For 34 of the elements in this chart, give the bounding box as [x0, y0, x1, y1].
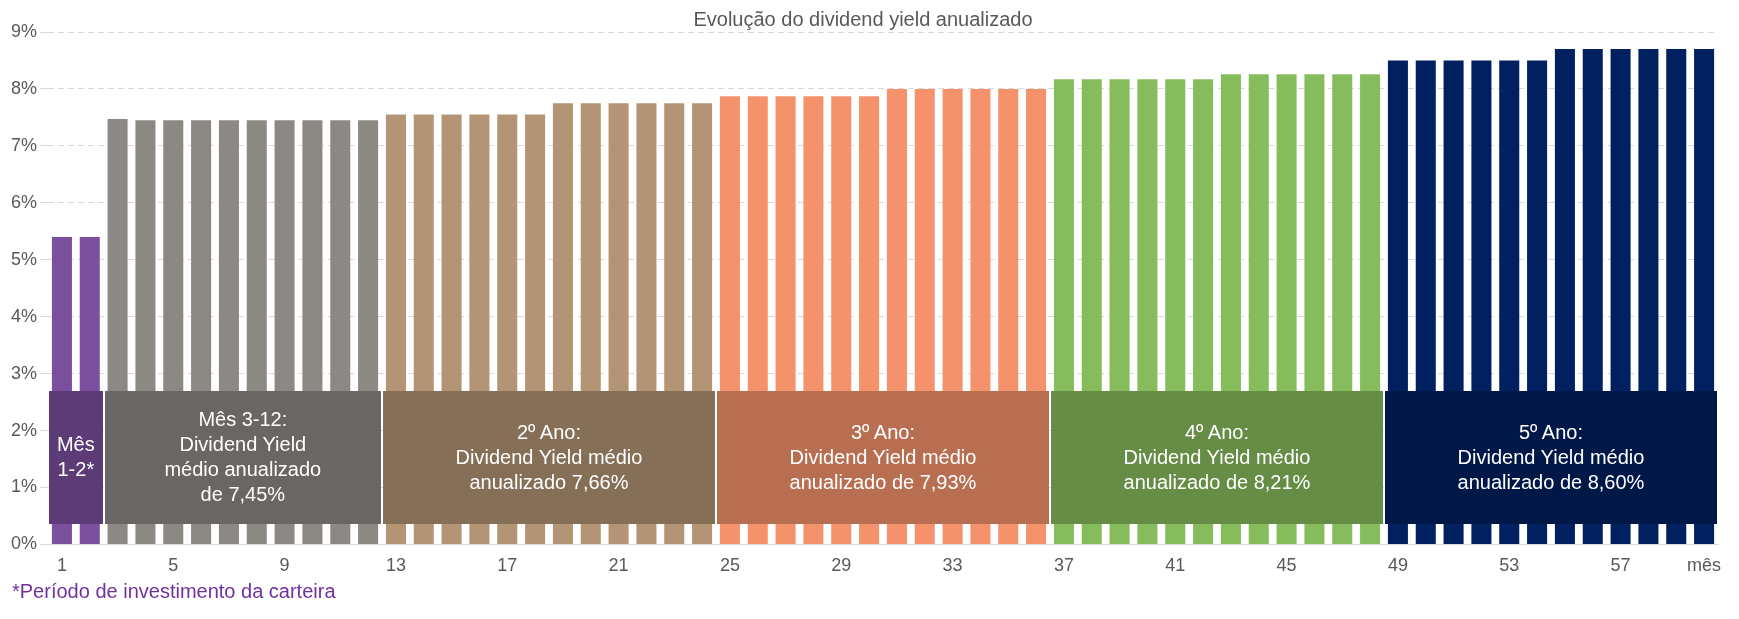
x-tick-label: 21 — [608, 555, 629, 576]
y-tick-label: 1% — [11, 476, 38, 497]
x-tick-label: 25 — [719, 555, 740, 576]
x-tick-label: 53 — [1499, 555, 1520, 576]
caption-box: 5º Ano: Dividend Yield médio anualizado de 8,60% — [1384, 390, 1718, 524]
chart-title: Evolução do dividend yield anualizado — [693, 7, 1033, 30]
caption-box: 4º Ano: Dividend Yield médio anualizado de 8,21% — [1050, 390, 1384, 524]
caption-box: Mês 1-2* — [48, 390, 103, 524]
x-tick-label: 29 — [831, 555, 852, 576]
y-tick-label: 0% — [11, 533, 38, 554]
caption-box: 3º Ano: Dividend Yield médio anualizado de 7,93% — [716, 390, 1050, 524]
x-tick-label: 1 — [56, 555, 67, 576]
y-tick-label: 4% — [11, 305, 38, 326]
y-tick-label: 6% — [11, 191, 38, 212]
y-tick-label: 9% — [11, 20, 38, 41]
caption-box: Mês 3-12: Dividend Yield médio anualizado de 7,45% — [104, 390, 382, 524]
x-tick-label: 57 — [1610, 555, 1631, 576]
text: *Período de investimento da carteira — [12, 580, 337, 603]
caption-box: 2º Ano: Dividend Yield médio anualizado 7,66% — [382, 390, 716, 524]
x-tick-label: 17 — [497, 555, 518, 576]
x-tick-label: 33 — [942, 555, 963, 576]
x-tick-label: 45 — [1276, 555, 1297, 576]
x-tick-label: 37 — [1053, 555, 1074, 576]
y-tick-label: 5% — [11, 248, 38, 269]
x-tick-label: 5 — [168, 555, 179, 576]
y-tick-label: 3% — [11, 362, 38, 383]
x-tick-label: 41 — [1165, 555, 1186, 576]
x-tick-label: 49 — [1387, 555, 1408, 576]
y-tick-label: 7% — [11, 134, 38, 155]
y-tick-label: 8% — [11, 77, 38, 98]
y-tick-label: 2% — [11, 419, 38, 440]
x-tick-label: 13 — [385, 555, 406, 576]
x-tick-label: mês — [1687, 555, 1722, 576]
x-tick-label: 9 — [279, 555, 290, 576]
